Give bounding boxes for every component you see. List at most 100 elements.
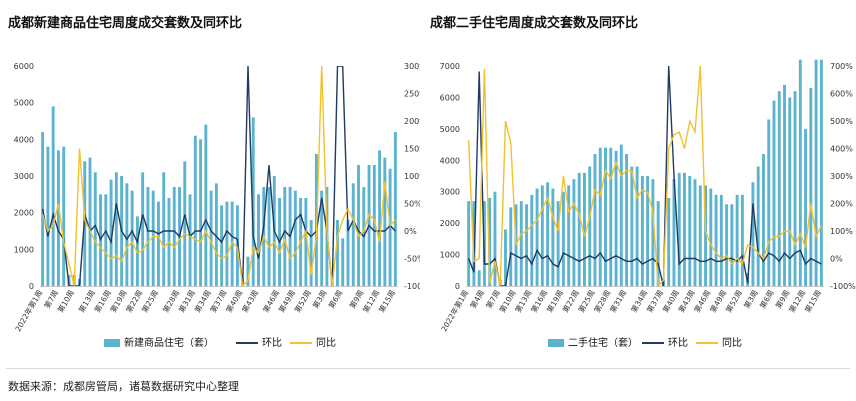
legend-swatch-bar (104, 339, 120, 347)
legend-label: 环比 (262, 337, 282, 349)
bar (172, 187, 176, 286)
y-right-tick-label: 0% (830, 255, 843, 264)
bar (598, 147, 602, 286)
bar (320, 190, 324, 286)
bar (488, 198, 492, 286)
bar (625, 154, 629, 286)
bar (257, 194, 260, 286)
bar (388, 168, 392, 286)
y-right-tick-label: 200% (830, 200, 853, 209)
legend-swatch-bar (548, 339, 564, 347)
legend-label: 二手住宅（套） (568, 336, 638, 349)
bar (704, 185, 707, 286)
bar (667, 198, 671, 286)
bar (209, 190, 213, 286)
y-right-tick-label: 200% (404, 117, 420, 126)
bar (225, 201, 229, 286)
bar (357, 165, 360, 286)
bar (672, 179, 676, 286)
bar (93, 172, 97, 286)
bar (551, 188, 555, 286)
bar (393, 132, 397, 286)
bar (336, 220, 339, 286)
bar (157, 201, 160, 286)
bar (504, 229, 507, 286)
bar (588, 166, 592, 286)
bar (151, 190, 155, 286)
bar (293, 190, 297, 286)
y-left-tick-label: 5000 (440, 125, 460, 134)
bar (204, 124, 208, 287)
y-right-tick-label: 600% (830, 90, 853, 99)
y-left-tick-label: 1000 (14, 245, 34, 254)
bar (383, 157, 387, 286)
yoy-line (467, 66, 823, 287)
legend: 二手住宅（套） 环比 同比 (548, 336, 742, 349)
bar (793, 91, 797, 287)
y-right-tick-label: 300% (830, 172, 853, 181)
legend-label: 同比 (722, 337, 742, 349)
bar (546, 182, 550, 286)
bar (199, 139, 203, 286)
bar (109, 179, 113, 286)
bar (246, 256, 250, 286)
x-tick-label: 2022年第1周 (439, 288, 471, 333)
bar (62, 146, 66, 286)
bar (688, 176, 692, 286)
bar (814, 59, 818, 286)
x-tick-label: 第3周 (310, 288, 329, 310)
bar (214, 183, 218, 286)
y-right-tick-label: 700% (830, 62, 853, 71)
y-left-tick-label: 7000 (440, 62, 460, 71)
bar (493, 191, 497, 286)
mom-line (41, 66, 396, 287)
legend: 新建商品住宅（套） 环比 同比 (104, 336, 336, 349)
y-right-tick-label: 300% (404, 62, 420, 71)
y-left-tick-label: 6000 (14, 62, 34, 71)
chart-svg-new-homes: 0 1000 2000 3000 4000 5000 6000 -100% -50% 0% 50% 1… (13, 62, 420, 349)
bar (656, 201, 660, 286)
bar (804, 128, 808, 286)
bar (740, 194, 744, 286)
y-left-tick-label: 2000 (440, 219, 460, 228)
x-tick-label: 2022年第1周 (13, 288, 45, 333)
y-right-tick-label: 0% (404, 227, 417, 236)
y-right-tick-label: -100% (830, 282, 856, 291)
bar (283, 187, 287, 286)
bar (125, 183, 129, 286)
chart-title: 成都新建商品住宅周度成交套数及同环比 (8, 16, 243, 31)
bar (135, 216, 139, 286)
chart-svg-resale-homes: 0 1000 2000 3000 4000 5000 6000 7000 -100% 0% 100%… (439, 59, 856, 349)
bar (735, 194, 739, 286)
bar (577, 172, 581, 286)
bar (767, 119, 771, 286)
bar (730, 204, 734, 286)
y-right-tick-label: 100% (404, 172, 420, 181)
bar (525, 204, 528, 286)
bar (519, 201, 523, 286)
bar (614, 150, 618, 286)
x-tick-label: 第6周 (326, 288, 345, 310)
bar (593, 154, 597, 286)
bar (772, 100, 776, 286)
y-left-tick-label: 6000 (440, 93, 460, 102)
yoy-line (41, 66, 396, 287)
bar (677, 172, 681, 286)
bar (530, 194, 534, 286)
bar (619, 144, 623, 286)
y-right-tick-label: 400% (830, 145, 853, 154)
x-tick-label: 第6周 (757, 288, 776, 310)
y-right-tick-label: 500% (830, 117, 853, 126)
bar (56, 150, 60, 286)
y-right-tick-label: -100% (404, 282, 420, 291)
bar (514, 204, 518, 286)
y-left-tick-label: 0 (29, 282, 34, 291)
bar (809, 88, 813, 286)
bar (788, 97, 792, 286)
mom-line (467, 66, 822, 287)
bar (683, 172, 686, 286)
bar (604, 147, 607, 286)
bar (378, 150, 382, 286)
bar (351, 183, 355, 286)
bar (341, 238, 345, 286)
